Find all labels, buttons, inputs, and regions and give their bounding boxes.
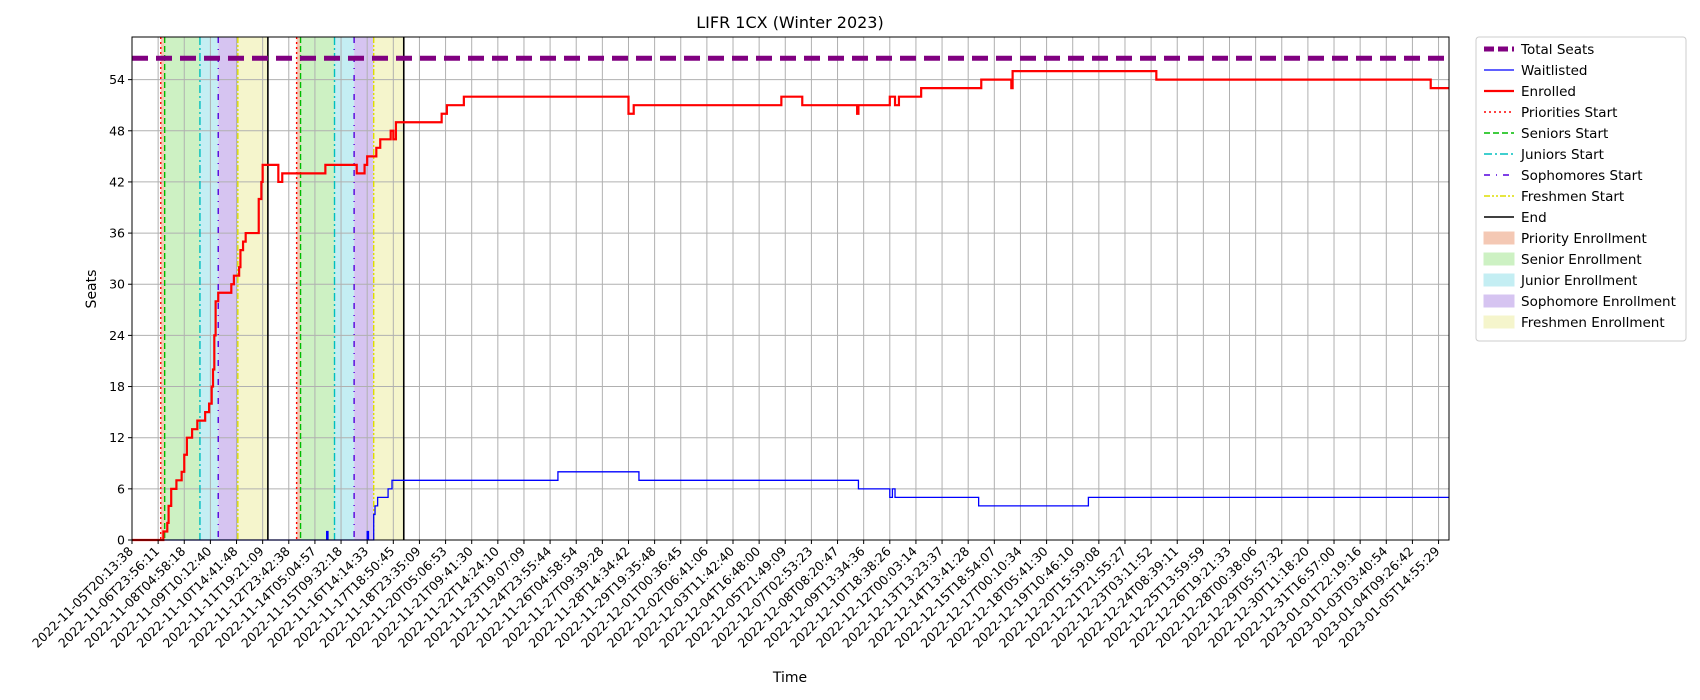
band-senior-enrollment-0 xyxy=(164,37,200,540)
legend-label-sophomore-enrollment: Sophomore Enrollment xyxy=(1521,294,1676,310)
legend-label-priority-enrollment: Priority Enrollment xyxy=(1521,231,1647,247)
y-tick-label: 12 xyxy=(109,430,125,445)
legend-swatch-junior-enrollment xyxy=(1483,273,1515,287)
legend-box xyxy=(1475,36,1687,342)
band-sophomore-enrollment-0 xyxy=(218,37,238,540)
legend-label-junior-enrollment: Junior Enrollment xyxy=(1520,273,1637,289)
series-waitlisted xyxy=(132,471,1449,541)
series-lines xyxy=(132,55,1449,542)
band-junior-enrollment-0 xyxy=(199,37,219,540)
legend-label-priorities-start: Priorities Start xyxy=(1521,105,1617,121)
legend-label-enrolled: Enrolled xyxy=(1521,84,1576,100)
axes xyxy=(131,36,1450,541)
y-tick-label: 54 xyxy=(109,72,125,87)
legend-label-sophomores-start: Sophomores Start xyxy=(1521,168,1643,184)
x-axis-label: Time xyxy=(772,670,807,686)
legend-label-end: End xyxy=(1521,210,1547,226)
grid xyxy=(131,37,1449,541)
band-senior-enrollment-1 xyxy=(300,37,335,540)
enrollment-windows xyxy=(160,37,404,540)
band-freshmen-enrollment-1 xyxy=(373,37,404,540)
band-priority-enrollment-1 xyxy=(296,37,301,540)
y-tick-label: 30 xyxy=(109,277,125,292)
y-tick-label: 24 xyxy=(109,328,125,343)
phase-markers xyxy=(160,37,405,540)
legend-label-total-seats: Total Seats xyxy=(1520,42,1594,58)
legend-swatch-sophomore-enrollment xyxy=(1483,294,1515,308)
band-freshmen-enrollment-0 xyxy=(237,37,268,540)
legend-label-waitlisted: Waitlisted xyxy=(1521,63,1588,79)
band-junior-enrollment-1 xyxy=(334,37,355,540)
y-tick-label: 36 xyxy=(109,226,125,241)
legend: Total Seats Waitlisted Enrolled Priorities … xyxy=(1475,36,1687,342)
band-sophomore-enrollment-1 xyxy=(354,37,374,540)
y-tick-labels: 0 6 12 18 24 30 36 42 48 54 xyxy=(109,72,132,548)
y-tick-label: 0 xyxy=(117,533,125,548)
y-axis-label: Seats xyxy=(84,270,100,309)
y-tick-label: 18 xyxy=(109,379,125,394)
legend-swatch-priority-enrollment xyxy=(1483,231,1515,245)
legend-label-juniors-start: Juniors Start xyxy=(1520,147,1604,163)
legend-swatch-freshmen-enrollment xyxy=(1483,315,1515,329)
y-tick-label: 48 xyxy=(109,123,125,138)
plot-frame xyxy=(131,36,1450,541)
legend-label-freshmen-start: Freshmen Start xyxy=(1521,189,1624,205)
legend-label-freshmen-enrollment: Freshmen Enrollment xyxy=(1521,315,1665,331)
legend-label-senior-enrollment: Senior Enrollment xyxy=(1521,252,1642,268)
band-priority-enrollment-0 xyxy=(160,37,165,540)
series-enrolled xyxy=(132,69,1449,542)
legend-swatch-senior-enrollment xyxy=(1483,252,1515,266)
legend-label-seniors-start: Seniors Start xyxy=(1521,126,1608,142)
chart-title: LIFR 1CX (Winter 2023) xyxy=(696,13,883,32)
y-tick-label: 6 xyxy=(117,481,125,496)
x-tick-labels: 2022-11-05T20:13:382022-11-06T23:56:1120… xyxy=(29,540,1443,651)
y-tick-label: 42 xyxy=(109,174,125,189)
